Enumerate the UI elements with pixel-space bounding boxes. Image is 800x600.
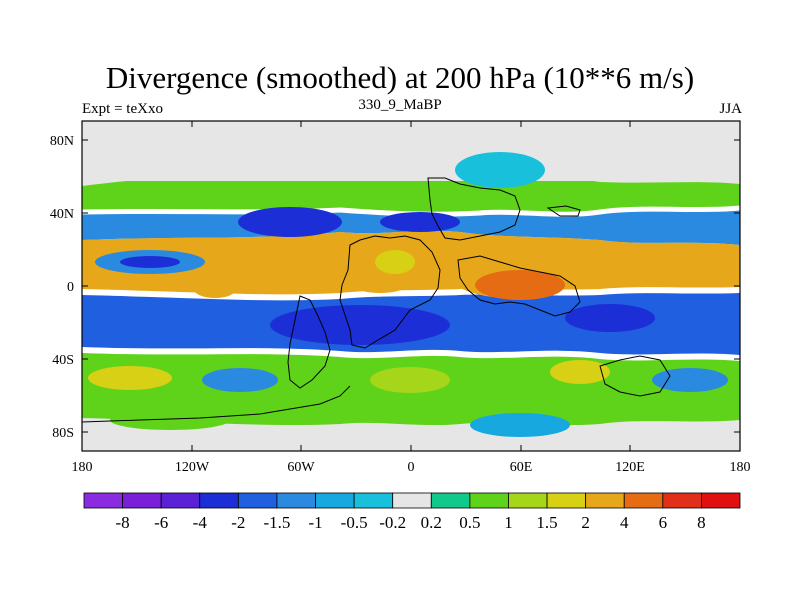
axis-ticks — [81, 121, 741, 451]
colorbar-box — [392, 492, 432, 509]
colorbar-box — [430, 492, 471, 509]
lon-tick-label: 60E — [510, 460, 533, 475]
colorbar-box — [315, 492, 355, 509]
contour-blob — [110, 410, 230, 430]
contour-blob — [370, 367, 450, 393]
run-label: 330_9_MaBP — [358, 97, 442, 113]
lon-tick-label: 0 — [408, 460, 415, 475]
colorbar-label: 1 — [504, 513, 513, 532]
zero-contour — [82, 205, 740, 217]
contour-blob — [88, 366, 172, 390]
colorbar-box — [701, 492, 741, 509]
colorbar-label: -2 — [231, 513, 245, 532]
contour-blob — [475, 270, 565, 300]
colorbar-label: -8 — [116, 513, 130, 532]
colorbar-label: -1.5 — [263, 513, 290, 532]
lat-tick-label: 80S — [52, 426, 74, 441]
lon-tick-label: 180 — [730, 460, 751, 475]
lat-tick-label: 40S — [52, 353, 74, 368]
contour-blob — [120, 256, 180, 268]
colorbar-box — [508, 492, 548, 509]
contour-blob — [652, 368, 728, 392]
contour-blob — [550, 360, 610, 384]
contour-blob — [625, 263, 715, 287]
lat-tick-label: 80N — [50, 134, 74, 149]
colorbar-label: -4 — [193, 513, 208, 532]
experiment-label: Expt = teXxo — [82, 101, 163, 117]
coastlines — [82, 177, 671, 423]
colorbar-box — [122, 492, 162, 509]
colorbar-label: 2 — [581, 513, 590, 532]
lon-tick-label: 120E — [615, 460, 645, 475]
contour-blob — [455, 152, 545, 188]
contour-blob — [270, 305, 450, 345]
contour-blob — [375, 250, 415, 274]
lat-tick-label: 0 — [67, 280, 74, 295]
divergence-field — [82, 121, 740, 451]
polar-region — [82, 121, 740, 181]
colorbar-box — [237, 492, 278, 509]
colorbar-box — [276, 492, 316, 509]
colorbar-label: 6 — [659, 513, 668, 532]
colorbar-box — [546, 492, 587, 509]
colorbar-label: 0.5 — [459, 513, 480, 532]
colorbar-label: -0.2 — [379, 513, 406, 532]
colorbar-box — [585, 492, 625, 509]
colorbar-label: 1.5 — [536, 513, 557, 532]
contour-blob — [470, 413, 570, 437]
colorbar-box — [623, 492, 664, 509]
colorbar-label: 0.2 — [421, 513, 442, 532]
contour-blob — [380, 212, 460, 232]
lat-tick-label: 40N — [50, 207, 74, 222]
colorbar-label: -1 — [308, 513, 322, 532]
colorbar-box — [469, 492, 509, 509]
contour-blob — [238, 207, 342, 237]
lon-tick-label: 180 — [72, 460, 93, 475]
colorbar-label: 8 — [697, 513, 706, 532]
plot-title: Divergence (smoothed) at 200 hPa (10**6 … — [105, 60, 695, 95]
lon-tick-label: 60W — [287, 460, 315, 475]
contour-blob — [202, 368, 278, 392]
colorbar-box — [160, 492, 201, 509]
zero-contour — [82, 347, 740, 361]
colorbar-label: -0.5 — [341, 513, 368, 532]
colorbar-box — [353, 492, 394, 509]
season-label: JJA — [719, 101, 742, 117]
colorbar-label: 4 — [620, 513, 629, 532]
colorbar-label: -6 — [154, 513, 168, 532]
colorbar: -8 -6 -4 -2 -1.5 -1 -0.5 -0.2 0.2 0.5 1 1.5 2 4 6 8 — [83, 492, 741, 532]
contour-blob — [565, 304, 655, 332]
contour-blob — [193, 278, 237, 298]
colorbar-box — [199, 492, 239, 509]
colorbar-box — [83, 492, 123, 509]
lon-tick-label: 120W — [175, 460, 210, 475]
colorbar-box — [662, 492, 702, 509]
